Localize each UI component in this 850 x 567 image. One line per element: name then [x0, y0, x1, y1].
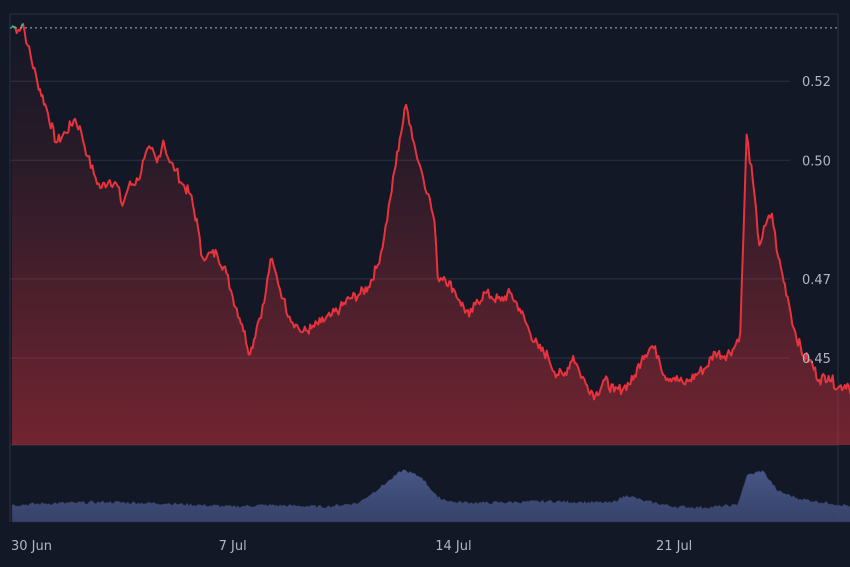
y-tick-label: 0.45: [802, 352, 831, 367]
volume-area: [11, 469, 850, 523]
y-tick-label: 0.47: [802, 273, 831, 288]
volume-bars: [11, 469, 850, 523]
x-tick-label: 7 Jul: [219, 539, 247, 554]
price-line: [11, 22, 850, 401]
price-line-series: [11, 22, 850, 401]
x-tick-label: 21 Jul: [656, 539, 692, 554]
y-axis-ticks: 0.52 0.50 0.47 0.45: [802, 75, 831, 367]
x-tick-label: 30 Jun: [11, 539, 52, 554]
x-tick-label: 14 Jul: [435, 539, 471, 554]
y-tick-label: 0.50: [802, 154, 831, 169]
y-tick-label: 0.52: [802, 75, 831, 90]
price-area-fill: [12, 23, 850, 445]
price-line-up: [11, 23, 24, 29]
price-area: [12, 23, 850, 445]
